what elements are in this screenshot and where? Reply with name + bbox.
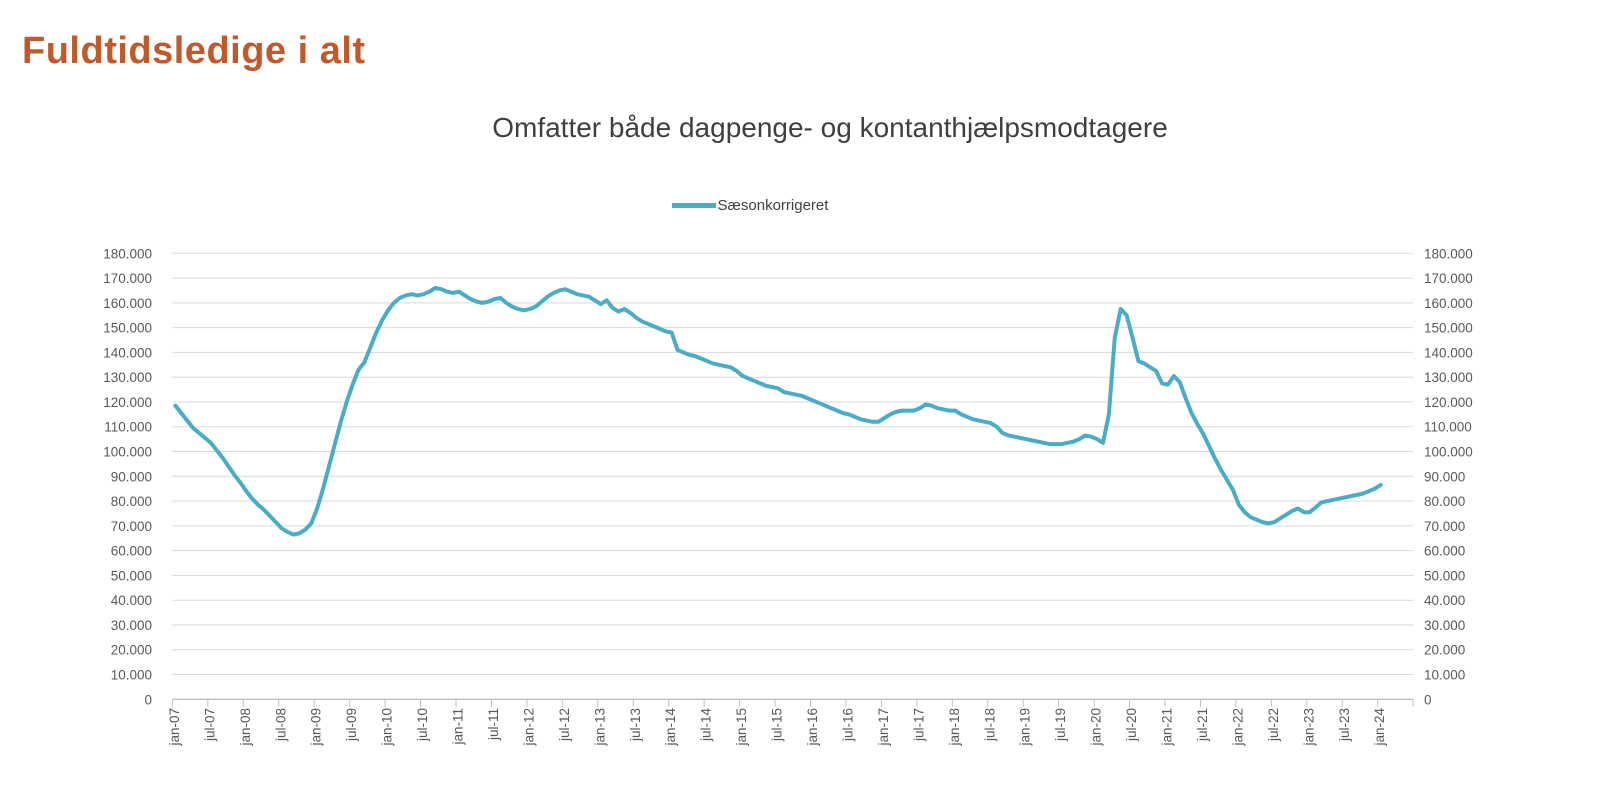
y-axis-label-left: 50.000 (111, 568, 152, 583)
x-axis-label: jul-18 (982, 708, 997, 742)
y-axis-label-left: 110.000 (104, 420, 152, 435)
y-axis-label-right: 60.000 (1424, 544, 1465, 559)
y-axis-label-right: 80.000 (1424, 494, 1465, 509)
y-axis-label-left: 100.000 (103, 445, 152, 460)
x-axis-label: jul-11 (486, 708, 501, 741)
y-axis-label-right: 0 (1424, 692, 1432, 707)
x-axis-label: jan-09 (309, 708, 324, 747)
legend-line-marker-icon (671, 203, 716, 208)
x-axis-label: jul-23 (1337, 708, 1352, 742)
x-axis-label: jan-20 (1089, 708, 1104, 747)
x-axis-label: jan-18 (947, 708, 962, 747)
x-axis-label: jul-07 (202, 708, 217, 742)
y-axis-label-left: 130.000 (103, 370, 152, 385)
y-axis-label-left: 170.000 (103, 271, 152, 286)
x-axis-label: jan-17 (876, 708, 891, 747)
y-axis-label-left: 140.000 (103, 345, 152, 360)
y-axis-label-right: 100.000 (1424, 445, 1473, 460)
y-axis-label-left: 180.000 (103, 246, 152, 261)
x-axis-label: jul-12 (557, 708, 572, 742)
y-axis-label-left: 60.000 (111, 544, 152, 559)
x-axis-label: jan-12 (521, 708, 536, 747)
y-axis-label-left: 160.000 (103, 296, 152, 311)
x-axis-label: jul-15 (770, 708, 785, 742)
y-axis-label-right: 30.000 (1424, 618, 1465, 633)
x-axis-label: jul-14 (699, 708, 714, 743)
x-axis-label: jan-23 (1301, 708, 1316, 747)
y-axis-label-left: 40.000 (111, 593, 152, 608)
y-axis-label-left: 90.000 (111, 469, 152, 484)
x-axis-label: jul-09 (344, 708, 359, 742)
y-axis-label-left: 30.000 (111, 618, 152, 633)
x-axis-label: jan-13 (592, 708, 607, 747)
y-axis-label-left: 10.000 (111, 668, 152, 683)
y-axis-label-right: 110.000 (1424, 420, 1472, 435)
y-axis-label-right: 170.000 (1424, 271, 1473, 286)
x-axis-label: jul-22 (1266, 708, 1281, 742)
x-axis-label: jul-08 (273, 708, 288, 742)
page-title: Fuldtidsledige i alt (22, 30, 366, 72)
x-axis-label: jan-22 (1230, 708, 1245, 747)
x-axis-label: jul-17 (911, 708, 926, 742)
x-axis-label: jan-24 (1372, 708, 1387, 747)
x-axis-label: jul-16 (840, 708, 855, 742)
x-axis-label: jul-19 (1053, 708, 1068, 742)
x-axis-label: jul-21 (1195, 708, 1210, 742)
chart-subtitle: Omfatter både dagpenge- og kontanthjælps… (492, 112, 1168, 143)
y-axis-label-left: 70.000 (111, 519, 152, 534)
chart-legend: Sæsonkorrigeret (0, 197, 1500, 214)
y-axis-label-right: 50.000 (1424, 568, 1465, 583)
y-axis-label-right: 20.000 (1424, 643, 1465, 658)
y-axis-label-right: 90.000 (1424, 469, 1465, 484)
x-axis-label: jan-16 (805, 708, 820, 747)
y-axis-label-left: 0 (144, 692, 152, 707)
y-axis-label-left: 120.000 (103, 395, 152, 410)
x-axis-label: jan-07 (167, 708, 182, 747)
x-axis-label: jan-15 (734, 708, 749, 747)
y-axis-label-right: 130.000 (1424, 370, 1473, 385)
y-axis-label-left: 80.000 (111, 494, 152, 509)
y-axis-label-right: 40.000 (1424, 593, 1465, 608)
y-axis-label-left: 150.000 (103, 321, 152, 336)
x-axis-label: jan-19 (1018, 708, 1033, 747)
x-axis-label: jul-13 (628, 708, 643, 742)
x-axis-label: jan-08 (238, 708, 253, 747)
y-axis-label-right: 120.000 (1424, 395, 1473, 410)
x-axis-label: jul-20 (1124, 708, 1139, 742)
y-axis-label-right: 10.000 (1424, 668, 1465, 683)
y-axis-label-right: 160.000 (1424, 296, 1473, 311)
y-axis-label-right: 70.000 (1424, 519, 1465, 534)
y-axis-label-left: 20.000 (111, 643, 152, 658)
x-axis-label: jul-10 (415, 708, 430, 742)
y-axis-label-right: 150.000 (1424, 321, 1473, 336)
x-axis-label: jan-14 (663, 708, 678, 747)
y-axis-label-right: 140.000 (1424, 345, 1473, 360)
x-axis-label: jan-10 (380, 708, 395, 747)
series-line-saesonkorrigeret (173, 285, 1383, 537)
x-axis-label: jan-21 (1160, 708, 1175, 747)
legend-series-label: Sæsonkorrigeret (717, 197, 829, 214)
x-axis-label: jan-11 (451, 708, 466, 746)
y-axis-label-right: 180.000 (1424, 246, 1473, 261)
